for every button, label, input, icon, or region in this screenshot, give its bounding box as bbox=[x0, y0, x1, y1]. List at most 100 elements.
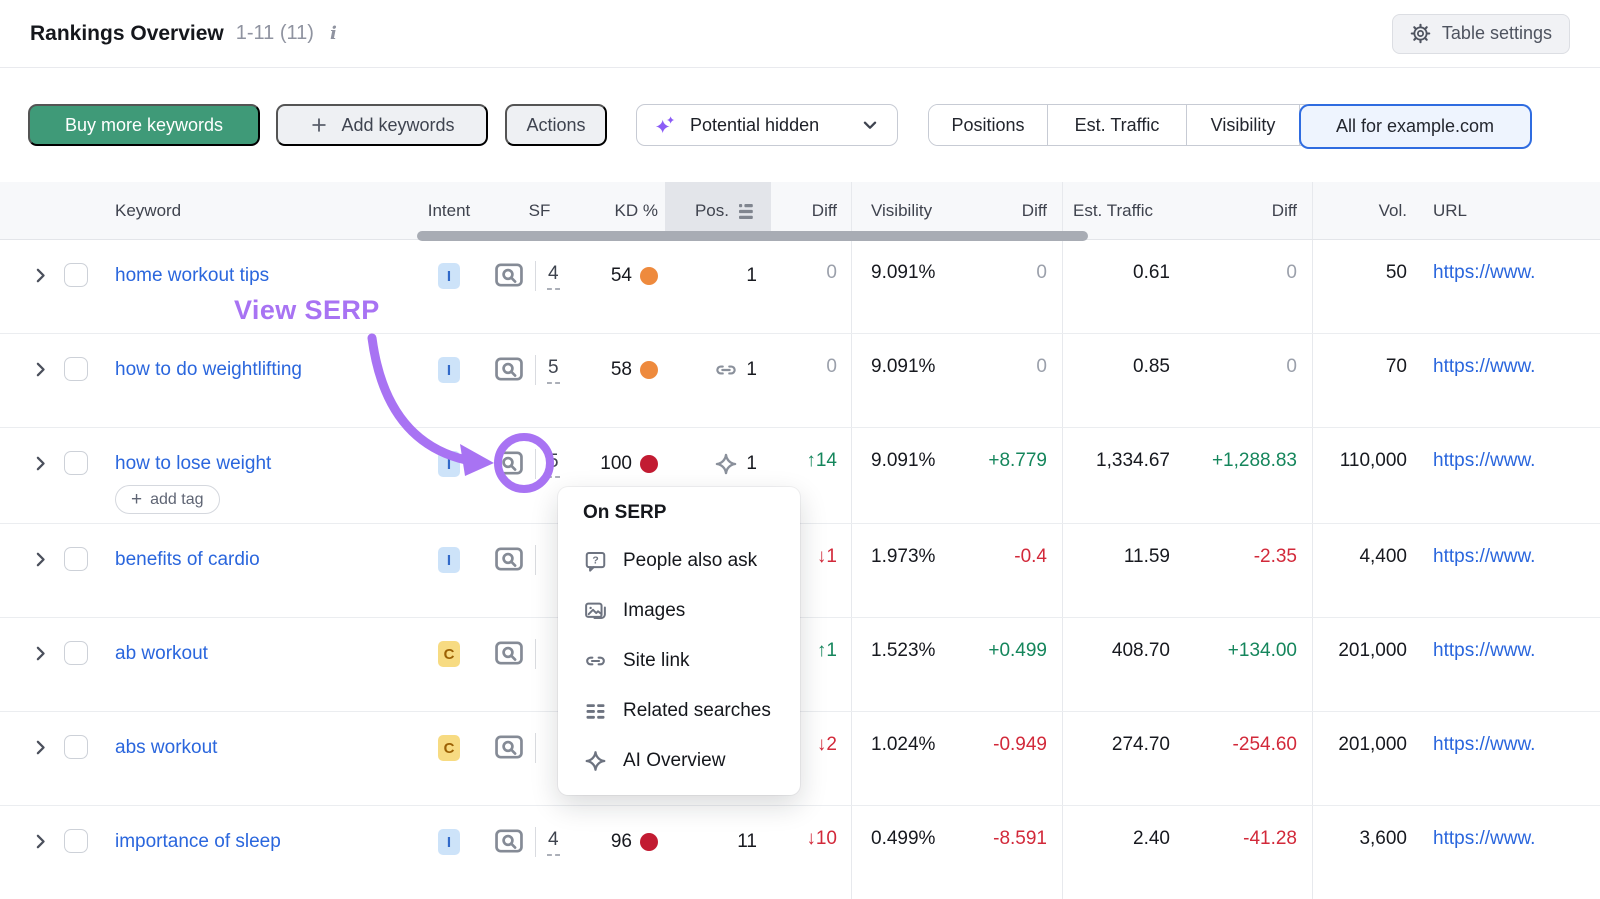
horizontal-scrollbar[interactable] bbox=[417, 231, 1088, 241]
traffic-diff: -41.28 bbox=[1243, 828, 1297, 849]
keyword-link[interactable]: abs workout bbox=[115, 737, 218, 758]
keyword-link[interactable]: how to do weightlifting bbox=[115, 359, 302, 380]
volume-value: 201,000 bbox=[1338, 734, 1407, 755]
traffic-diff: +134.00 bbox=[1227, 640, 1297, 661]
row-checkbox[interactable] bbox=[64, 735, 88, 759]
keyword-link[interactable]: importance of sleep bbox=[115, 831, 281, 852]
serp-preview-icon[interactable] bbox=[492, 352, 526, 386]
expand-row-icon[interactable] bbox=[30, 831, 51, 852]
popup-item-related-searches[interactable]: Related searches bbox=[558, 686, 800, 736]
url-link[interactable]: https://www. bbox=[1433, 450, 1536, 471]
sparkles-icon bbox=[653, 113, 678, 138]
intent-badge[interactable]: C bbox=[438, 641, 460, 667]
row-checkbox[interactable] bbox=[64, 829, 88, 853]
add-tag-button[interactable]: + add tag bbox=[115, 485, 220, 514]
info-icon[interactable]: i bbox=[329, 23, 337, 44]
column-header-vis-diff[interactable]: Diff bbox=[1021, 201, 1047, 220]
segment-positions[interactable]: Positions bbox=[929, 105, 1048, 145]
position-diff: 0 bbox=[826, 356, 837, 377]
serp-features-count[interactable]: 4 bbox=[547, 263, 560, 290]
related-searches-icon bbox=[583, 699, 608, 724]
traffic-value: 274.70 bbox=[1111, 734, 1170, 755]
table-row: ab workout C ↑1 1.523% +0.499 408.70 +13… bbox=[0, 618, 1600, 712]
view-serp-annotation: View SERP bbox=[234, 295, 380, 325]
intent-badge[interactable]: I bbox=[438, 829, 460, 855]
column-header-kd[interactable]: KD % bbox=[614, 201, 658, 220]
traffic-diff: -2.35 bbox=[1253, 546, 1297, 567]
chevron-down-icon bbox=[859, 114, 881, 136]
segment-visibility[interactable]: Visibility bbox=[1187, 105, 1300, 145]
expand-row-icon[interactable] bbox=[30, 359, 51, 380]
pos-cell: 1 bbox=[746, 262, 757, 290]
traffic-diff: +1,288.83 bbox=[1211, 450, 1297, 471]
column-header-visibility[interactable]: Visibility bbox=[871, 201, 933, 220]
page-title: Rankings Overview bbox=[30, 21, 224, 45]
popup-item-people-also-ask[interactable]: ? People also ask bbox=[558, 536, 800, 586]
expand-row-icon[interactable] bbox=[30, 265, 51, 286]
kd-value: 100 bbox=[600, 453, 632, 474]
column-header-url[interactable]: URL bbox=[1433, 201, 1468, 220]
serp-preview-icon[interactable] bbox=[492, 824, 526, 858]
url-link[interactable]: https://www. bbox=[1433, 546, 1536, 567]
pos-cell: 1 bbox=[713, 356, 757, 384]
serp-preview-icon[interactable] bbox=[492, 542, 526, 576]
popup-item-images[interactable]: Images bbox=[558, 586, 800, 636]
url-link[interactable]: https://www. bbox=[1433, 734, 1536, 755]
buy-more-keywords-button[interactable]: Buy more keywords bbox=[28, 104, 260, 146]
column-header-pos[interactable]: Pos. bbox=[665, 182, 757, 240]
expand-row-icon[interactable] bbox=[30, 737, 51, 758]
divider bbox=[535, 733, 536, 763]
segment-all-for-example-com[interactable]: All for example.com bbox=[1298, 103, 1532, 149]
annotation-circle bbox=[494, 433, 554, 493]
intent-badge[interactable]: C bbox=[438, 735, 460, 761]
expand-row-icon[interactable] bbox=[30, 643, 51, 664]
row-checkbox[interactable] bbox=[64, 451, 88, 475]
svg-text:?: ? bbox=[592, 555, 598, 566]
actions-button[interactable]: Actions bbox=[505, 104, 607, 146]
row-checkbox[interactable] bbox=[64, 641, 88, 665]
column-header-intent[interactable]: Intent bbox=[427, 201, 471, 220]
column-header-keyword[interactable]: Keyword bbox=[115, 201, 182, 220]
intent-badge[interactable]: I bbox=[438, 547, 460, 573]
serp-features-count[interactable]: 4 bbox=[547, 829, 560, 856]
popup-item-site-link[interactable]: Site link bbox=[558, 636, 800, 686]
intent-badge[interactable]: I bbox=[438, 451, 460, 477]
divider bbox=[535, 639, 536, 669]
intent-badge[interactable]: I bbox=[438, 357, 460, 383]
popup-item-ai-overview[interactable]: AI Overview bbox=[558, 736, 800, 786]
url-link[interactable]: https://www. bbox=[1433, 262, 1536, 283]
row-checkbox[interactable] bbox=[64, 357, 88, 381]
keyword-link[interactable]: how to lose weight bbox=[115, 453, 272, 474]
serp-preview-icon[interactable] bbox=[492, 258, 526, 292]
keyword-link[interactable]: ab workout bbox=[115, 643, 208, 664]
ai-overview-icon bbox=[583, 748, 608, 774]
column-header-traffic-diff[interactable]: Diff bbox=[1271, 201, 1297, 220]
traffic-diff: 0 bbox=[1286, 356, 1297, 377]
keyword-link[interactable]: home workout tips bbox=[115, 265, 270, 286]
url-link[interactable]: https://www. bbox=[1433, 640, 1536, 661]
intent-badge[interactable]: I bbox=[438, 263, 460, 289]
segment-est-traffic[interactable]: Est. Traffic bbox=[1048, 105, 1187, 145]
visibility-value: 1.523% bbox=[871, 640, 936, 661]
row-checkbox[interactable] bbox=[64, 547, 88, 571]
row-checkbox[interactable] bbox=[64, 263, 88, 287]
visibility-value: 9.091% bbox=[871, 450, 936, 471]
column-header-volume[interactable]: Vol. bbox=[1378, 201, 1407, 220]
keyword-link[interactable]: benefits of cardio bbox=[115, 549, 260, 570]
expand-row-icon[interactable] bbox=[30, 549, 51, 570]
serp-preview-icon[interactable] bbox=[492, 636, 526, 670]
url-link[interactable]: https://www. bbox=[1433, 828, 1536, 849]
add-keywords-button[interactable]: Add keywords bbox=[276, 104, 488, 146]
column-header-sf[interactable]: SF bbox=[528, 201, 551, 220]
serp-features-count[interactable]: 5 bbox=[547, 357, 560, 384]
expand-row-icon[interactable] bbox=[30, 453, 51, 474]
url-link[interactable]: https://www. bbox=[1433, 356, 1536, 377]
table-row: abs workout C ↓2 1.024% -0.949 274.70 -2… bbox=[0, 712, 1600, 806]
serp-preview-icon[interactable] bbox=[492, 730, 526, 764]
visibility-diff: +8.779 bbox=[988, 450, 1047, 471]
column-header-pos-diff[interactable]: Diff bbox=[811, 201, 837, 220]
table-settings-button[interactable]: Table settings bbox=[1391, 13, 1570, 54]
column-header-traffic[interactable]: Est. Traffic bbox=[1073, 201, 1153, 220]
visibility-value: 9.091% bbox=[871, 356, 936, 377]
potential-filter-button[interactable]: Potential hidden bbox=[636, 104, 898, 146]
